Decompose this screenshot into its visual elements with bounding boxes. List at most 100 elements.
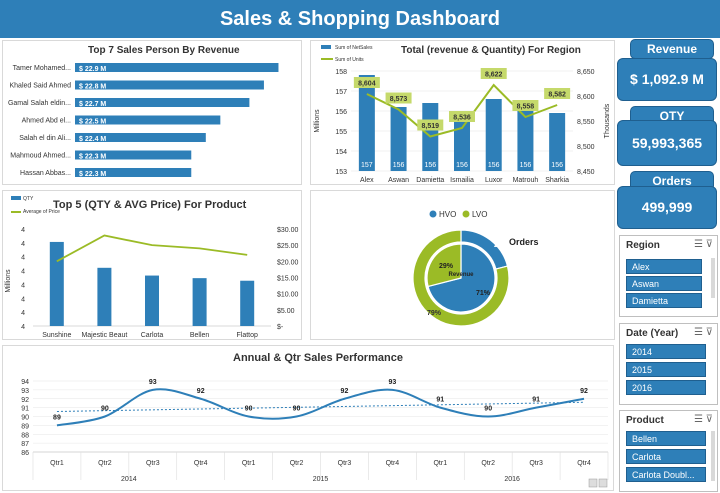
legend-price-label: Average of Price	[23, 209, 60, 215]
y-tick: 86	[21, 450, 29, 457]
units-line	[366, 83, 558, 138]
y2-tick: 8,650	[577, 69, 595, 76]
salesperson-value: $ 22.3 M	[79, 171, 106, 178]
region-category: Damietta	[416, 177, 444, 184]
outer-hvo-label: 21%	[494, 242, 509, 249]
top-salesperson-title: Top 7 Sales Person By Revenue	[88, 45, 240, 56]
product-slicer-item[interactable]: Carlota	[626, 449, 706, 464]
region-category: Aswan	[388, 177, 409, 184]
year-label: 2015	[313, 476, 329, 483]
quarter-label: Qtr4	[577, 460, 591, 467]
units-label-box	[544, 88, 571, 99]
product-slicer-scrollbar[interactable]	[711, 431, 715, 481]
sales-label: 91	[436, 397, 444, 404]
y-tick: 156	[335, 109, 347, 116]
salesperson-name: Mahmoud Ahmed...	[10, 153, 71, 160]
sales-label: 90	[101, 406, 109, 413]
date-slicer-item[interactable]: 2014	[626, 344, 706, 359]
region-category: Luxor	[485, 177, 503, 184]
region-slicer-item[interactable]: Aswan	[626, 276, 702, 291]
quarter-label: Qtr1	[50, 460, 64, 467]
units-label-box	[385, 92, 412, 104]
product-category: Bellen	[190, 332, 210, 339]
units-label: 8,582	[548, 92, 566, 99]
sales-label: 93	[388, 379, 396, 386]
annual-chart-title: Annual & Qtr Sales Performance	[233, 352, 403, 364]
legend-hvo-label: HVO	[439, 210, 456, 219]
y2-tick: 8,450	[577, 169, 595, 176]
quarter-label: Qtr4	[194, 460, 208, 467]
y-tick: 4	[21, 310, 25, 317]
region-category: Ismailia	[450, 177, 474, 184]
salesperson-name: Ahmed Abd el...	[22, 118, 71, 125]
quarter-label: Qtr4	[386, 460, 400, 467]
y-axis-label: Millions	[5, 269, 12, 293]
inner-hvo-label: 71%	[476, 290, 491, 297]
y2-tick: $15.00	[277, 276, 299, 283]
region-bar	[485, 99, 502, 171]
orders-kpi-value: 499,999	[617, 186, 717, 229]
salesperson-value: $ 22.9 M	[79, 66, 106, 73]
salesperson-name: Gamal Salah eldin...	[8, 100, 71, 107]
y2-tick: $10.00	[277, 292, 299, 299]
legend-qty-swatch	[11, 196, 21, 200]
salesperson-bar	[75, 80, 264, 90]
expand-button	[588, 478, 598, 488]
region-slicer-scrollbar[interactable]	[711, 258, 715, 298]
units-label: 8,622	[485, 72, 503, 79]
orders-chart-title: Orders	[509, 237, 539, 247]
sales-label: 90	[484, 406, 492, 413]
multiselect-filter-icons[interactable]: ☰ ⊽	[693, 239, 713, 250]
year-label: 2016	[504, 476, 520, 483]
region-bar-label: 156	[424, 162, 436, 169]
date-slicer-title: Date (Year)	[626, 328, 679, 339]
units-label-box	[512, 100, 539, 111]
salesperson-bar	[75, 168, 192, 177]
date-slicer-item[interactable]: 2016	[626, 380, 706, 395]
product-panel: Top 5 (QTY & AVG Price) For Product QTY A…	[2, 190, 302, 340]
multiselect-filter-icons[interactable]: ☰ ⊽	[693, 327, 713, 338]
y2-tick: $5.00	[277, 308, 295, 315]
region-bar	[390, 107, 407, 171]
y-tick: 89	[21, 423, 29, 430]
y-tick: 4	[21, 227, 25, 234]
region-bar-label: 156	[393, 162, 405, 169]
revenue-kpi-value: $ 1,092.9 M	[617, 58, 717, 101]
inner-lvo-slice	[426, 243, 462, 288]
sales-label: 93	[149, 379, 157, 386]
region-chart-title: Total (revenue & Quantity) For Region	[401, 45, 581, 56]
product-slicer-title: Product	[626, 415, 664, 426]
salesperson-bar	[75, 115, 221, 125]
region-bar-label: 156	[520, 162, 532, 169]
sales-label: 90	[245, 406, 253, 413]
y-tick: 153	[335, 169, 347, 176]
product-chart-title: Top 5 (QTY & AVG Price) For Product	[53, 199, 247, 211]
region-chart: Sum of NetSales Sum of Units Millions Thous…	[314, 45, 611, 184]
product-category: Flattop	[236, 332, 258, 339]
units-label-box	[480, 68, 507, 79]
salesperson-value: $ 22.5 M	[79, 119, 106, 126]
multiselect-filter-icons[interactable]: ☰ ⊽	[693, 414, 713, 425]
inner-lvo-label: 29%	[439, 263, 454, 270]
product-slicer-item[interactable]: Carlota Doubl...	[626, 467, 706, 482]
y2-tick: $30.00	[277, 227, 299, 234]
legend-netsales-label: Sum of NetSales	[335, 45, 373, 51]
product-bar	[145, 275, 159, 326]
salesperson-value: $ 22.3 M	[79, 154, 106, 161]
date-slicer-item[interactable]: 2015	[626, 362, 706, 377]
units-label: 8,519	[422, 123, 440, 130]
units-label: 8,536	[453, 115, 471, 122]
top-salesperson-chart: Tamer Mohamed... $ 22.9 M Khaled Said Ahme…	[8, 63, 279, 178]
legend-qty-label: QTY	[23, 196, 34, 202]
product-slicer-item[interactable]: Bellen	[626, 431, 706, 446]
salesperson-value: $ 22.8 M	[79, 84, 106, 91]
units-label-box	[417, 119, 444, 131]
region-slicer-item[interactable]: Damietta	[626, 293, 702, 308]
quarter-label: Qtr3	[338, 460, 352, 467]
y-tick: 4	[21, 324, 25, 331]
legend-netsales-swatch	[321, 45, 331, 49]
y2-axis-label: Thousands	[604, 103, 611, 138]
region-slicer-item[interactable]: Alex	[626, 259, 702, 274]
units-label-box	[449, 111, 475, 122]
